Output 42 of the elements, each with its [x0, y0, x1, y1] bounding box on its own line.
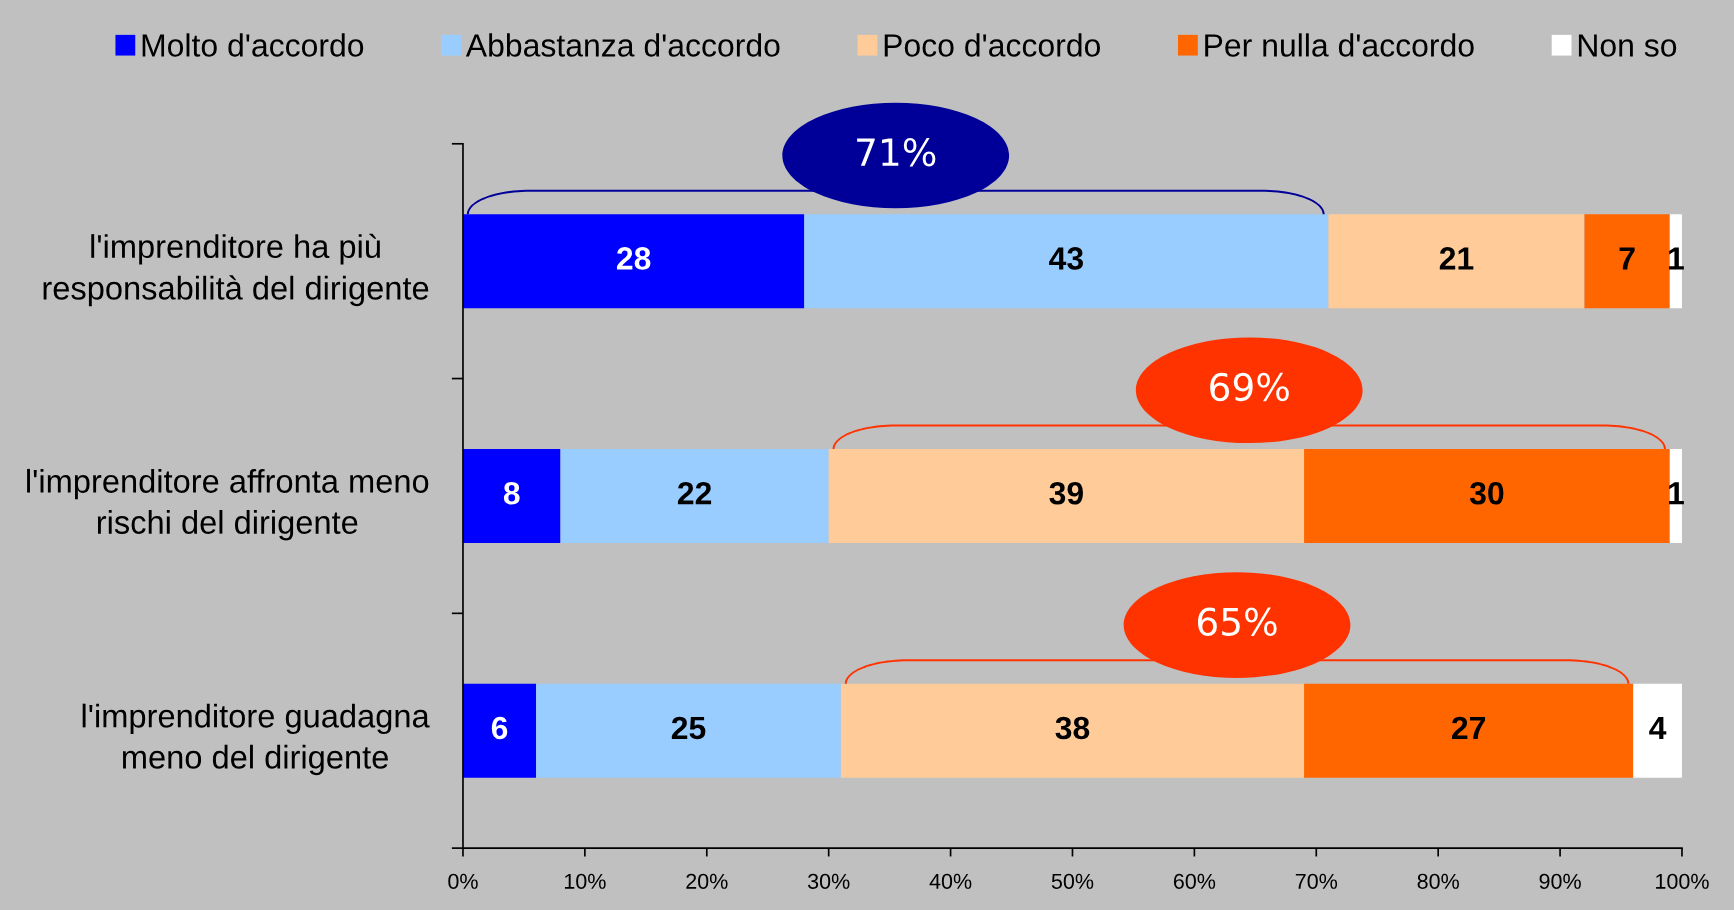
bar [462, 448, 561, 543]
data-label: 8 [503, 481, 520, 505]
legend-label: Poco d'accordo [884, 33, 1100, 57]
x-tick-label: 30% [807, 873, 850, 889]
data-label: 43 [1049, 247, 1083, 270]
x-tick-label: 20% [686, 873, 728, 889]
y-tick-label: l'imprenditore affronta meno rischi del dirigente [27, 468, 429, 541]
data-label: 22 [677, 481, 712, 505]
data-label: 21 [1439, 247, 1474, 270]
data-label: 28 [616, 247, 651, 270]
data-label: 4 [1649, 717, 1667, 739]
data-label: 27 [1452, 716, 1486, 739]
legend-label: Molto d'accordo [142, 33, 364, 57]
y-tick-label: l'imprenditore ha più responsabilità del dirigente [43, 233, 429, 307]
annotation: 65% [1197, 607, 1277, 636]
x-tick-label: 100% [1656, 873, 1709, 889]
data-label: 38 [1055, 716, 1090, 740]
legend-label: Per nulla d'accordo [1205, 33, 1474, 57]
bar [560, 448, 829, 543]
data-label: 6 [491, 716, 508, 740]
bar [1633, 683, 1682, 778]
annotation: 69% [1210, 372, 1289, 402]
bar [1328, 214, 1585, 309]
bar [1584, 214, 1670, 309]
legend-label: Non so [1578, 34, 1677, 57]
data-label: 39 [1049, 481, 1083, 505]
y-tick-label: l'imprenditore guadagna meno del dirigente [82, 703, 430, 776]
x-tick-label: 10% [564, 873, 606, 889]
x-tick-label: 50% [1051, 873, 1094, 889]
x-tick-label: 0% [448, 873, 478, 889]
legend-label: Abbastanza d'accordo [465, 33, 780, 57]
x-tick-label: 70% [1295, 873, 1338, 889]
data-label: 25 [671, 716, 706, 740]
bar [462, 683, 537, 778]
bar [536, 683, 841, 778]
data-label: 30 [1469, 481, 1504, 505]
data-label: 7 [1619, 247, 1635, 270]
x-tick-label: 40% [929, 873, 972, 889]
x-tick-label: 80% [1417, 873, 1459, 889]
annotation: 71% [857, 138, 936, 167]
x-tick-label: 60% [1173, 873, 1216, 889]
x-tick-label: 90% [1539, 873, 1581, 889]
